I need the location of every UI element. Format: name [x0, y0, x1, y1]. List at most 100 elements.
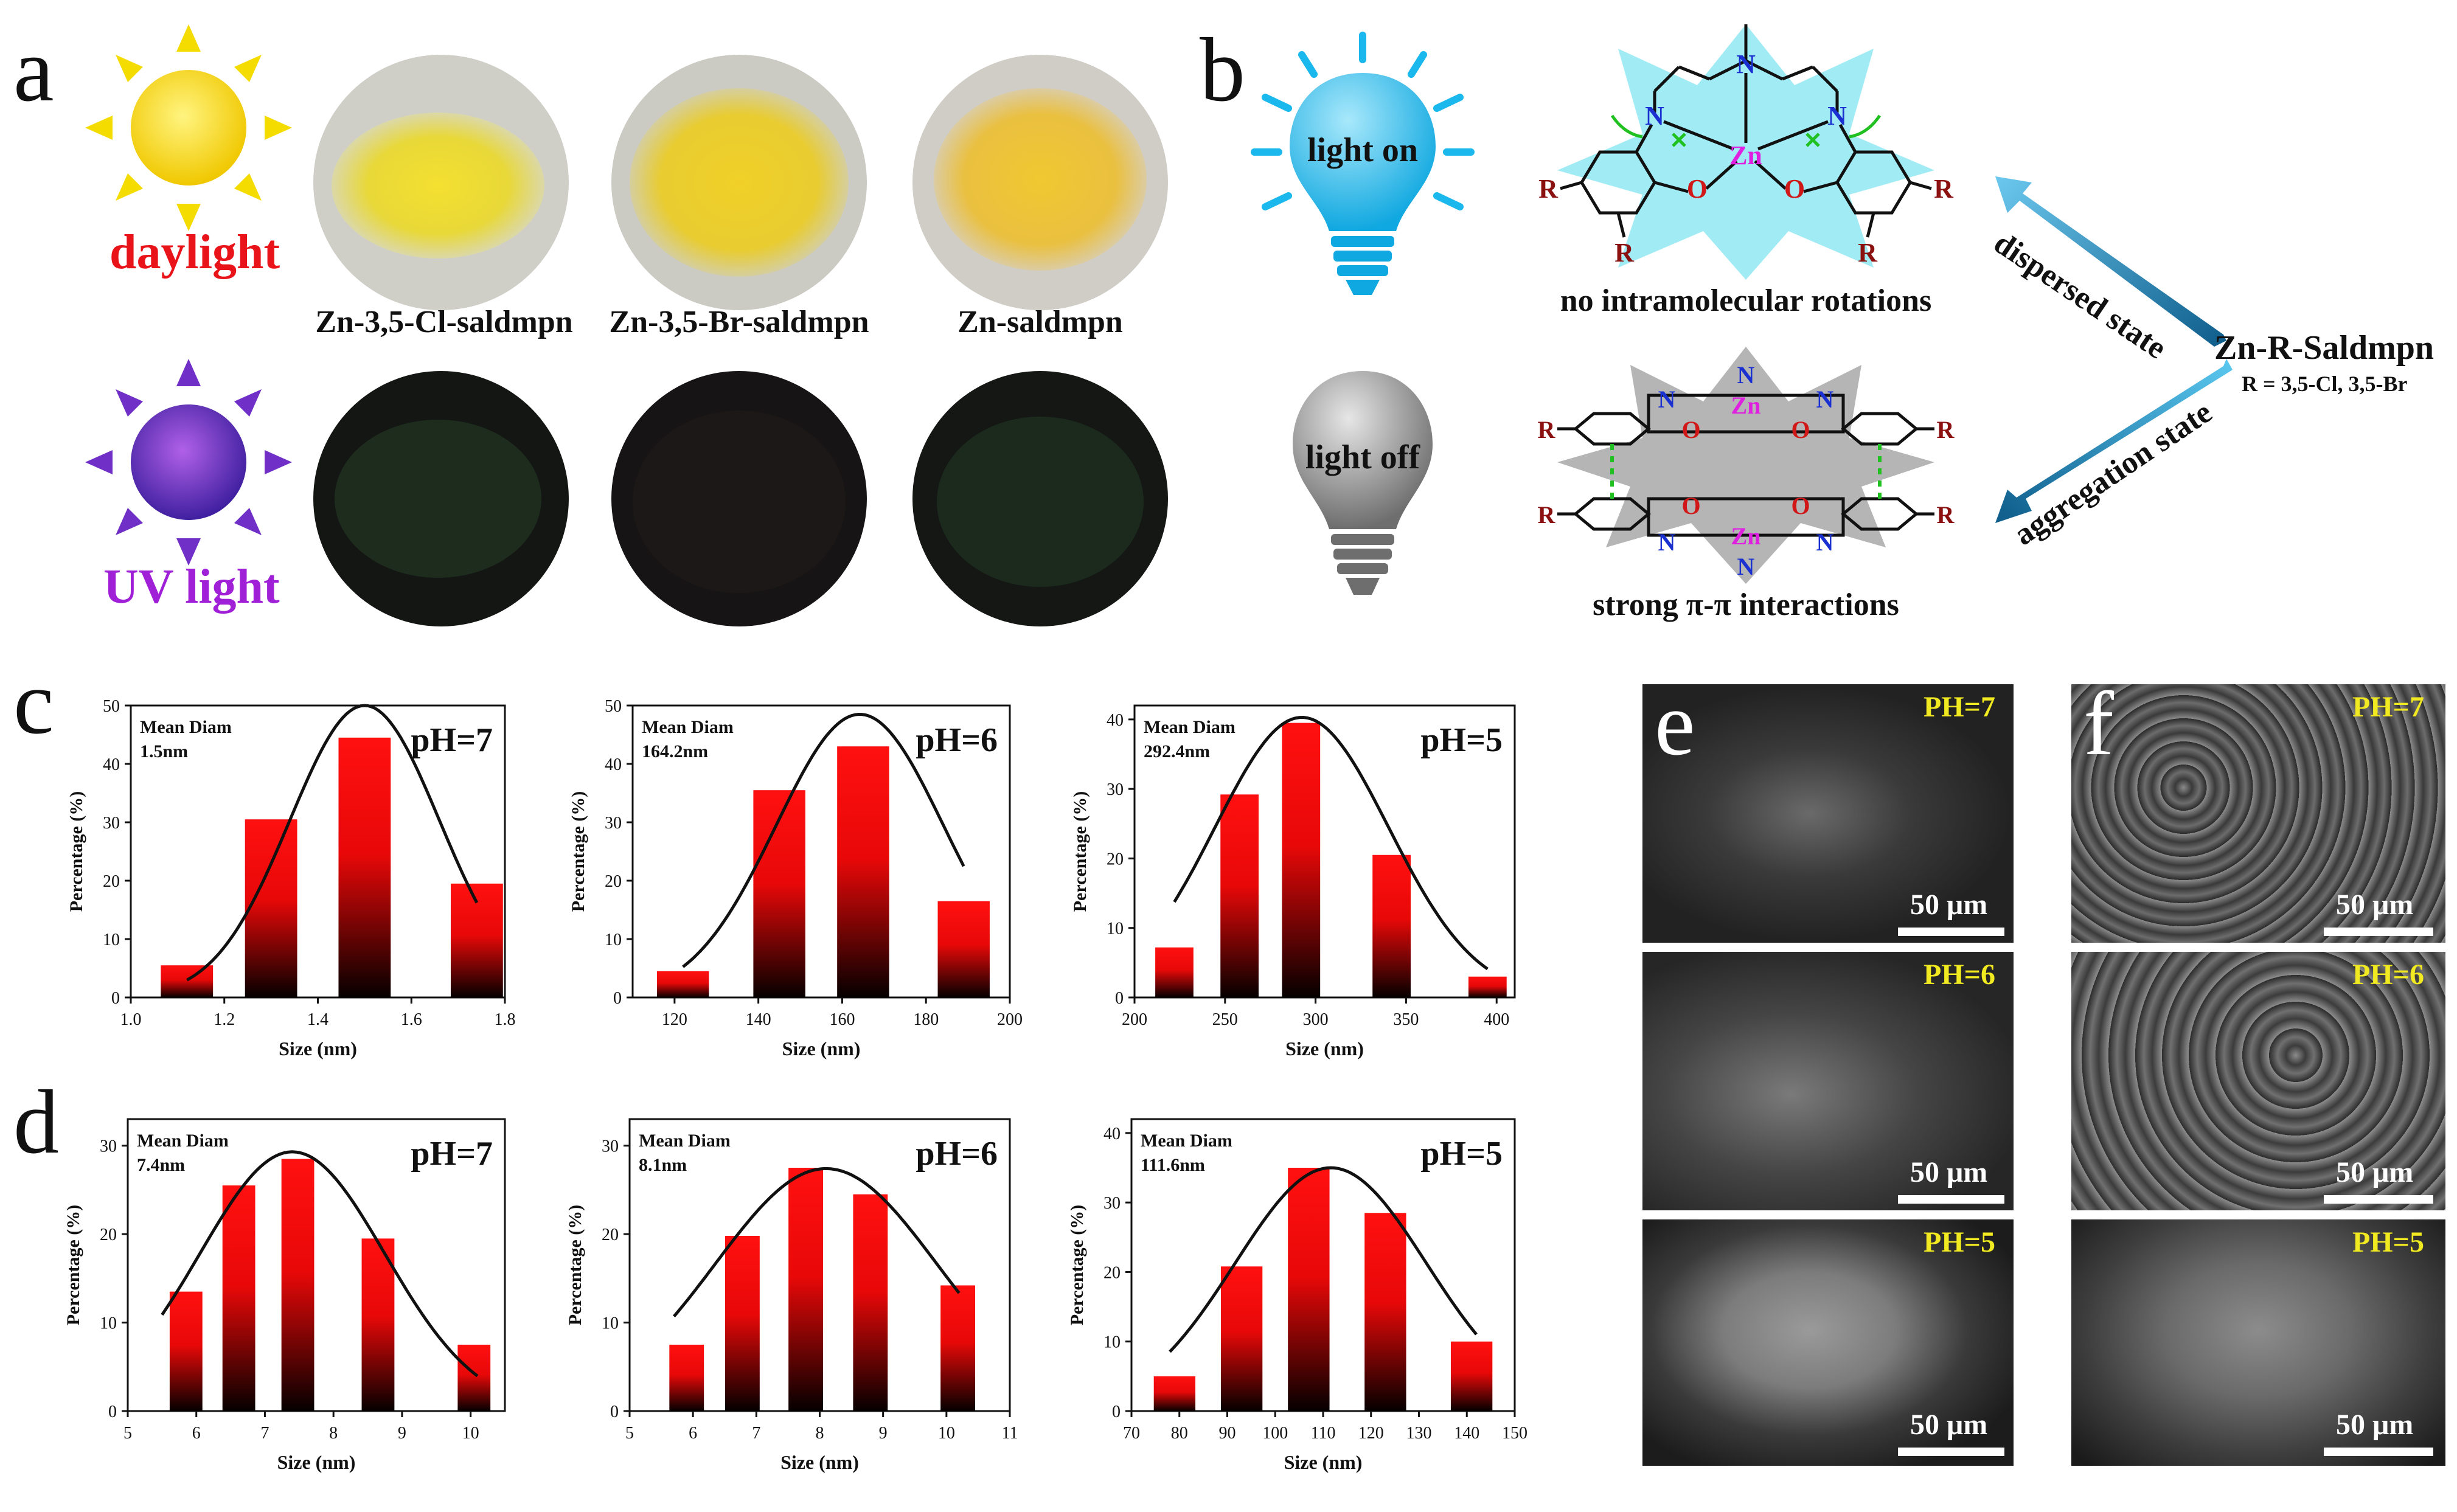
x-tick-label: 140: [746, 1010, 771, 1029]
panel-e-letter: e: [1655, 673, 1695, 774]
y-tick-label: 0: [1115, 989, 1124, 1008]
plot-frame: [127, 1118, 506, 1412]
bar: [788, 1168, 823, 1411]
fit-curve: [672, 1167, 961, 1318]
atom-o-label: O: [1791, 492, 1810, 519]
x-tick-label: 7: [260, 1424, 269, 1443]
x-tick-label: 7: [752, 1424, 760, 1443]
y-tick-label: 20: [103, 872, 120, 891]
y-tick-label: 10: [602, 1314, 619, 1333]
bar: [1282, 723, 1321, 997]
fit-curve: [161, 1150, 479, 1378]
y-tick-label: 10: [103, 931, 120, 949]
atom-r-label: R: [1538, 501, 1556, 529]
bar: [725, 1236, 760, 1411]
sem-ph-label: PH=5: [1923, 1226, 1995, 1258]
panel-e: PH=7 50 μm PH=6 50 μm PH=5 50 μm e: [1642, 678, 2014, 1466]
y-tick-label: 0: [1112, 1403, 1121, 1421]
x-tick-label: 150: [1502, 1424, 1527, 1443]
y-tick-label: 0: [613, 989, 622, 1008]
chart-title: pH=5: [1420, 721, 1503, 759]
top-structure-caption: no intramolecular rotations: [1560, 283, 1932, 318]
y-tick-label: 40: [103, 755, 120, 774]
sem-image-f-ph7: PH=7 50 μm: [2071, 684, 2445, 943]
bar: [853, 1194, 888, 1411]
atom-r-label: R: [1538, 416, 1556, 443]
scale-bar: [2324, 1448, 2433, 1456]
powder-photo-daylight-cl: [313, 55, 569, 310]
fit-curve: [1173, 715, 1489, 971]
x-tick-label: 1.6: [401, 1010, 422, 1029]
x-tick-label: 11: [1002, 1424, 1018, 1443]
atom-o-label: O: [1681, 416, 1700, 443]
y-tick-label: 20: [602, 1226, 619, 1244]
scale-bar-label: 50 μm: [1910, 1409, 1988, 1441]
compound-label: Zn-R-Saldmpn: [2214, 329, 2434, 367]
mean-diam-label: Mean Diam: [1141, 1131, 1232, 1151]
monomer-structure-diagram: N N N Zn O O R R R R: [1538, 24, 1954, 280]
panel-f: PH=7 50 μm PH=6 50 μm PH=5 50 μm f: [2071, 678, 2445, 1466]
bar: [656, 971, 709, 997]
sem-image-e-ph6: PH=6 50 μm: [1642, 952, 2014, 1210]
lightbulb-on-icon: [1251, 32, 1475, 295]
plot-frame: [631, 704, 1011, 999]
x-tick-label: 1.4: [307, 1010, 328, 1029]
sun-icon: [85, 24, 292, 231]
x-tick-label: 300: [1303, 1010, 1329, 1029]
x-tick-label: 250: [1212, 1010, 1238, 1029]
x-axis-label: Size (nm): [1284, 1451, 1363, 1473]
x-tick-label: 6: [689, 1424, 697, 1443]
y-axis-label: Percentage (%): [63, 1205, 83, 1326]
sem-image-f-ph6: PH=6 50 μm: [2071, 952, 2445, 1210]
x-axis-label: Size (nm): [279, 1038, 357, 1059]
x-tick-label: 5: [625, 1424, 634, 1443]
y-tick-label: 30: [602, 1137, 619, 1156]
x-axis-label: Size (nm): [780, 1451, 859, 1473]
mean-diam-label: Mean Diam: [1144, 717, 1235, 737]
bar: [457, 1344, 491, 1411]
x-tick-label: 160: [829, 1010, 855, 1029]
mean-diam-value: 7.4nm: [137, 1155, 185, 1175]
x-tick-label: 1.2: [214, 1010, 235, 1029]
y-tick-label: 10: [1107, 920, 1124, 938]
y-tick-label: 0: [610, 1403, 619, 1421]
mean-diam-label: Mean Diam: [642, 717, 734, 737]
x-tick-label: 120: [1358, 1424, 1384, 1443]
scale-bar-label: 50 μm: [2336, 889, 2414, 921]
atom-r-label: R: [1937, 416, 1955, 443]
uv-light-label: UV light: [103, 560, 280, 614]
chart-d2: [624, 1118, 1011, 1417]
y-tick-label: 10: [605, 931, 622, 949]
fit-curve: [186, 704, 479, 982]
scale-bar: [2324, 928, 2433, 936]
scale-bar: [1898, 1195, 2004, 1204]
scale-bar: [1898, 928, 2004, 936]
x-tick-label: 1.0: [120, 1010, 142, 1029]
x-axis-label: Size (nm): [1285, 1038, 1364, 1059]
x-tick-label: 8: [329, 1424, 338, 1443]
y-tick-label: 30: [103, 814, 120, 833]
chart-d3: [1125, 1118, 1516, 1417]
sem-image-f-ph5: PH=5 50 μm: [2071, 1219, 2445, 1466]
y-tick-label: 20: [1103, 1263, 1121, 1282]
bar: [222, 1185, 255, 1411]
bar: [837, 746, 889, 997]
mean-diam-label: Mean Diam: [639, 1131, 731, 1151]
x-tick-label: 180: [913, 1010, 939, 1029]
sem-ph-label: PH=7: [1923, 691, 1995, 723]
mean-diam-value: 164.2nm: [642, 741, 708, 761]
atom-zn-label: Zn: [1729, 140, 1762, 170]
bar: [1364, 1213, 1406, 1411]
x-tick-label: 9: [879, 1424, 888, 1443]
y-tick-label: 0: [108, 1403, 117, 1421]
chart-title: pH=6: [916, 1135, 998, 1173]
y-tick-label: 50: [605, 697, 622, 716]
sample-label-br: Zn-3,5-Br-saldmpn: [609, 305, 869, 339]
x-axis-label: Size (nm): [782, 1038, 861, 1059]
atom-r-label: R: [1538, 174, 1559, 204]
y-axis-label: Percentage (%): [1067, 1205, 1087, 1326]
x-tick-label: 70: [1123, 1424, 1140, 1443]
x-tick-label: 80: [1171, 1424, 1188, 1443]
bar: [1288, 1168, 1330, 1411]
scale-bar-label: 50 μm: [1910, 1156, 1988, 1188]
